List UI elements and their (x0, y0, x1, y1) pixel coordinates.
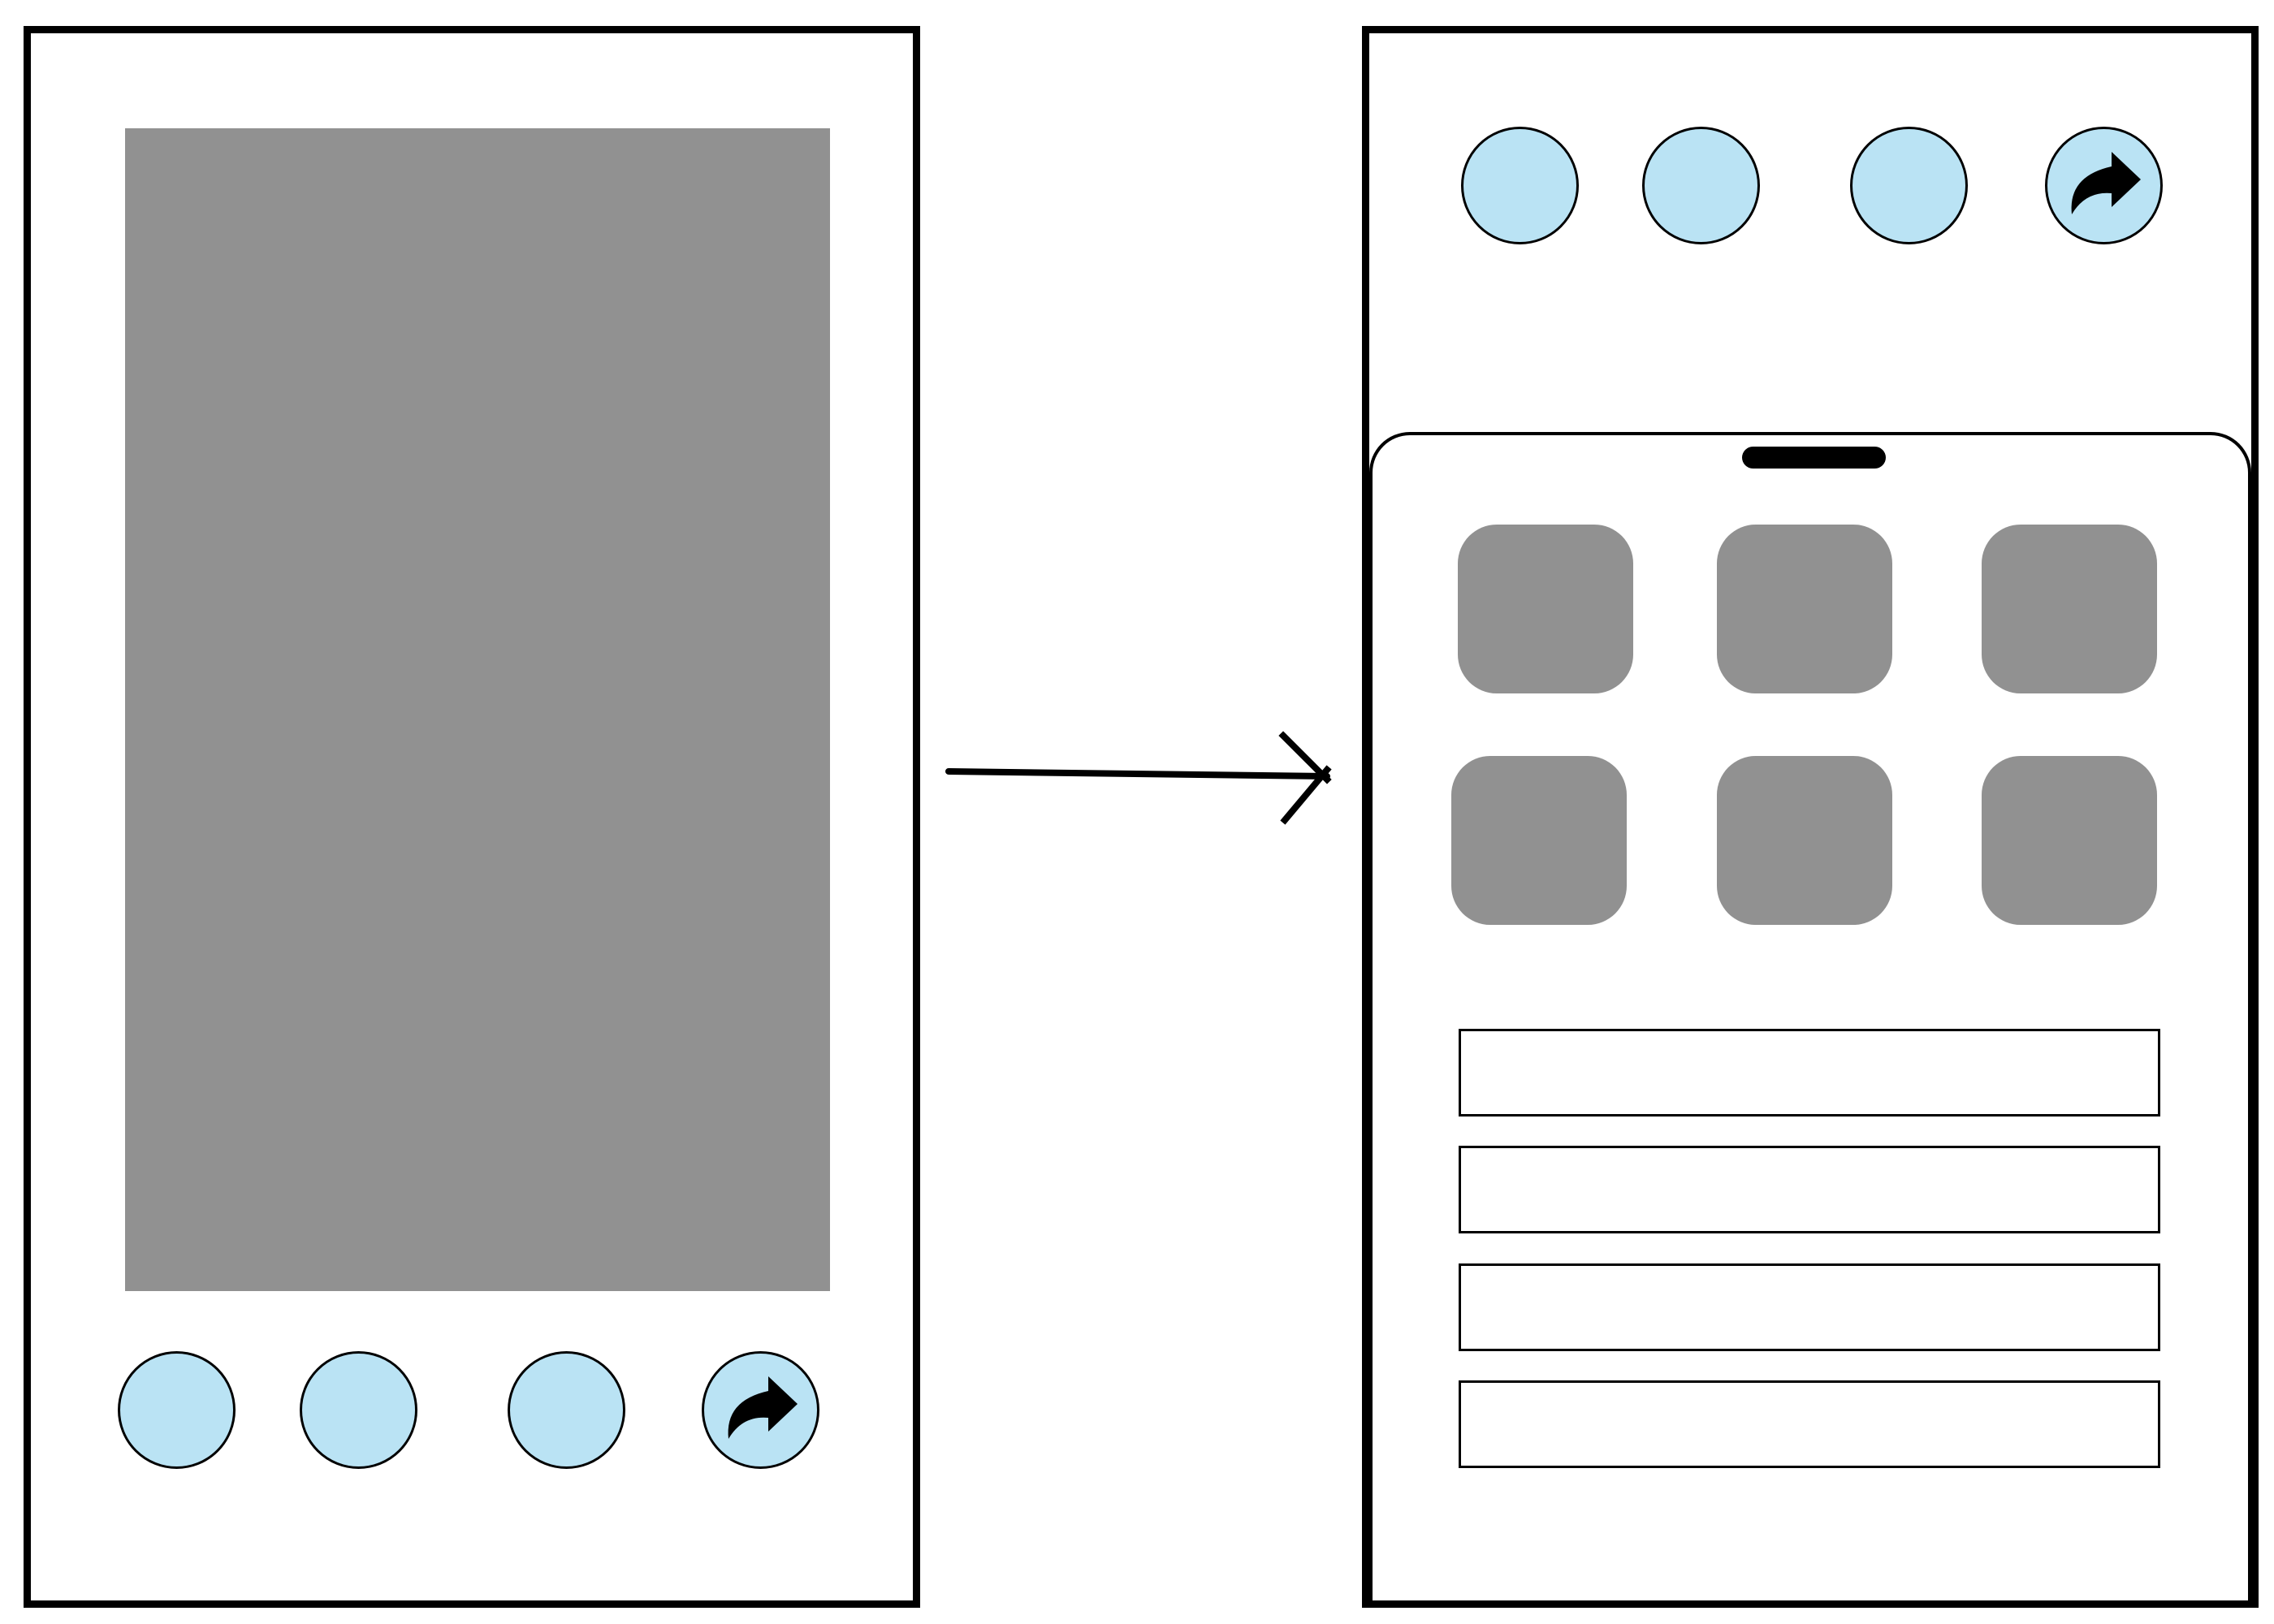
phone-screen-before (24, 26, 920, 1608)
top-action-bar (1369, 127, 2251, 248)
share-target-tile-2[interactable] (1717, 525, 1892, 693)
share-target-tile-5[interactable] (1717, 756, 1892, 925)
list-row-2[interactable] (1459, 1146, 2160, 1233)
action-button-1[interactable] (1461, 127, 1579, 244)
list-row-3[interactable] (1459, 1263, 2160, 1351)
share-target-tile-1[interactable] (1458, 525, 1633, 693)
action-button-1[interactable] (118, 1351, 236, 1469)
share-target-tile-3[interactable] (1982, 525, 2157, 693)
share-target-tile-4[interactable] (1451, 756, 1627, 925)
share-target-tile-6[interactable] (1982, 756, 2157, 925)
action-button-2[interactable] (300, 1351, 417, 1469)
bottom-action-bar (31, 1351, 913, 1473)
right-arrow-icon (945, 731, 1332, 825)
list-row-4[interactable] (1459, 1380, 2160, 1468)
drag-handle[interactable] (1742, 447, 1886, 469)
share-arrow-icon (2071, 152, 2141, 214)
share-button[interactable] (702, 1351, 819, 1469)
share-button[interactable] (2045, 127, 2163, 244)
phone-screen-after (1362, 26, 2259, 1608)
media-placeholder (125, 128, 830, 1291)
share-bottom-sheet (1369, 432, 2251, 1600)
action-button-2[interactable] (1642, 127, 1760, 244)
action-button-3[interactable] (508, 1351, 625, 1469)
share-arrow-icon (728, 1376, 798, 1439)
list-row-1[interactable] (1459, 1029, 2160, 1116)
action-button-3[interactable] (1850, 127, 1968, 244)
